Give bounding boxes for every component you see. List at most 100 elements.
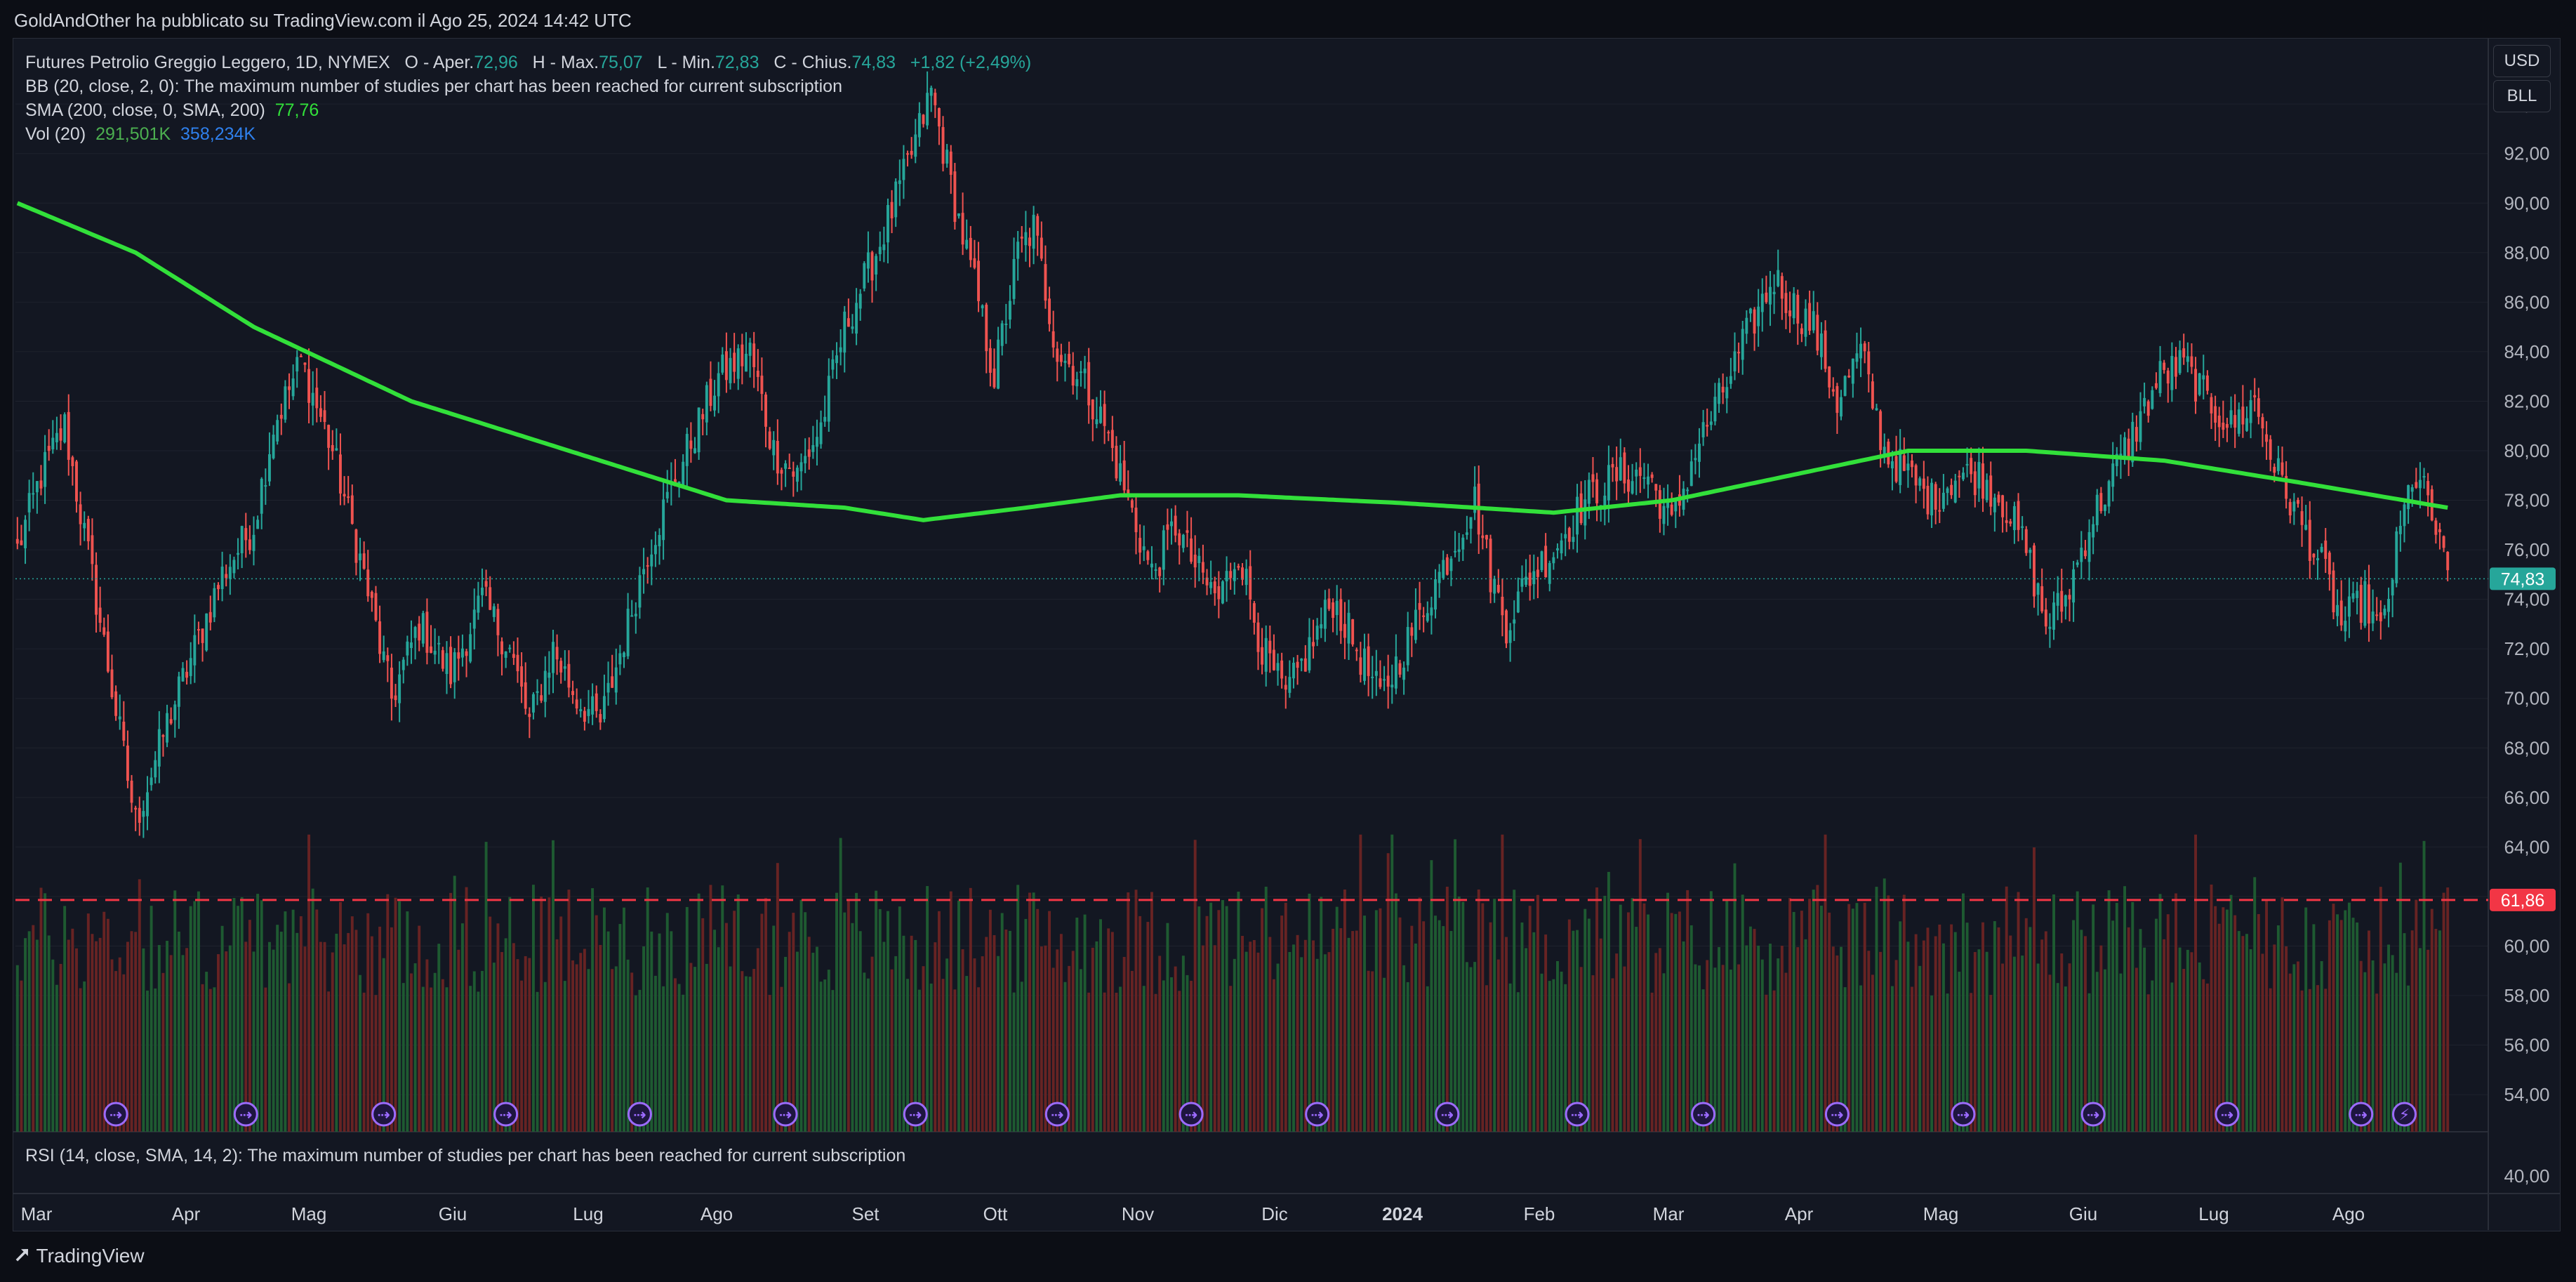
volume-bar bbox=[2316, 985, 2319, 1132]
volume-bar bbox=[366, 913, 370, 1132]
candle-body bbox=[2434, 520, 2438, 535]
candle-body bbox=[2320, 546, 2323, 553]
volume-indicator-line[interactable]: Vol (20) 291,501K 358,234K bbox=[25, 122, 1031, 146]
candle-body bbox=[1560, 540, 1563, 554]
candle-body bbox=[413, 627, 417, 638]
volume-bar bbox=[2186, 949, 2189, 1132]
volume-bar bbox=[1127, 892, 1130, 1132]
candle-body bbox=[2257, 398, 2260, 417]
candle-body bbox=[213, 588, 216, 618]
volume-bar bbox=[2241, 936, 2245, 1132]
volume-bar bbox=[1142, 986, 1146, 1132]
candle-body bbox=[807, 449, 811, 457]
volume-bar bbox=[1044, 945, 1047, 1132]
candle-body bbox=[71, 457, 74, 466]
candle-body bbox=[795, 468, 799, 482]
volume-bar bbox=[86, 913, 90, 1132]
volume-bar bbox=[2012, 956, 2016, 1132]
volume-bar bbox=[1765, 994, 1768, 1132]
bb-indicator-line[interactable]: BB (20, close, 2, 0): The maximum number… bbox=[25, 77, 842, 96]
candle-body bbox=[2060, 590, 2064, 612]
volume-bar bbox=[217, 954, 220, 1132]
y-tick-label: 54,00 bbox=[2504, 1084, 2549, 1105]
volume-bar bbox=[169, 955, 173, 1132]
candle-body bbox=[79, 504, 82, 524]
symbol-name[interactable]: Futures Petrolio Greggio Leggero, 1D, NY… bbox=[25, 53, 390, 72]
volume-bar bbox=[197, 891, 200, 1132]
candle-body bbox=[1315, 626, 1319, 640]
volume-bar bbox=[453, 875, 456, 1132]
candle-body bbox=[736, 348, 740, 379]
volume-bar bbox=[567, 890, 571, 1132]
sma-indicator-line[interactable]: SMA (200, close, 0, SMA, 200) 77,76 bbox=[25, 98, 1031, 122]
sma-200-line bbox=[16, 201, 2448, 522]
volume-bar bbox=[524, 956, 527, 1132]
volume-bar bbox=[2205, 983, 2209, 1132]
candle-body bbox=[1284, 685, 1287, 690]
volume-bar bbox=[386, 894, 390, 1132]
candle-body bbox=[1718, 383, 1721, 404]
candle-body bbox=[764, 395, 767, 427]
volume-bar bbox=[1887, 895, 1890, 1132]
candle-body bbox=[614, 667, 618, 693]
volume-bar bbox=[965, 976, 969, 1132]
candle-body bbox=[177, 676, 180, 707]
low-label: L - Min. bbox=[657, 53, 715, 72]
volume-bar bbox=[1481, 903, 1485, 1132]
volume-bar bbox=[2033, 847, 2036, 1132]
volume-bar bbox=[1918, 965, 1922, 1132]
candle-body bbox=[1079, 371, 1082, 374]
candle-body bbox=[1300, 659, 1303, 661]
candle-body bbox=[1004, 324, 1008, 326]
currency-button[interactable]: USD bbox=[2493, 45, 2551, 77]
volume-bar bbox=[1146, 922, 1150, 1132]
volume-bar bbox=[1477, 889, 1480, 1132]
candle-body bbox=[2064, 595, 2067, 607]
candle-body bbox=[2344, 621, 2347, 632]
candle-body bbox=[2304, 524, 2308, 530]
volume-bar bbox=[1701, 989, 1705, 1132]
candle-body bbox=[1520, 578, 1524, 587]
volume-bar bbox=[1516, 992, 1520, 1132]
y-tick-label: 82,00 bbox=[2504, 390, 2549, 411]
volume-bar bbox=[185, 948, 189, 1132]
candle-body bbox=[418, 623, 421, 641]
volume-bar bbox=[500, 952, 504, 1132]
volume-bar bbox=[922, 966, 925, 1132]
candle-body bbox=[969, 237, 972, 260]
volume-bar bbox=[2375, 993, 2379, 1132]
candle-body bbox=[575, 699, 578, 709]
tradingview-brand[interactable]: ⭧ TradingView bbox=[15, 1244, 145, 1268]
volume-bar bbox=[213, 987, 216, 1132]
volume-bar bbox=[1591, 975, 1595, 1132]
volume-bar bbox=[2119, 973, 2123, 1132]
candle-body bbox=[2017, 501, 2020, 530]
candle-body bbox=[512, 654, 515, 659]
candle-body bbox=[1197, 555, 1201, 564]
volume-bar bbox=[433, 972, 437, 1132]
volume-bar bbox=[134, 932, 138, 1132]
publisher-bar: GoldAndOther ha pubblicato su TradingVie… bbox=[0, 0, 2576, 38]
candle-body bbox=[477, 595, 480, 613]
rsi-indicator-line[interactable]: RSI (14, close, SMA, 14, 2): The maximum… bbox=[25, 1146, 906, 1165]
unit-button[interactable]: BLL bbox=[2493, 80, 2551, 112]
candle-body bbox=[225, 574, 228, 579]
volume-bar bbox=[1379, 908, 1382, 1132]
volume-bar bbox=[1233, 958, 1236, 1132]
candle-body bbox=[232, 560, 236, 574]
volume-bar bbox=[2410, 930, 2414, 1132]
candle-body bbox=[804, 456, 807, 463]
volume-bar bbox=[1276, 963, 1280, 1132]
volume-bar bbox=[1560, 971, 1563, 1132]
volume-bar bbox=[130, 931, 133, 1132]
volume-bar bbox=[1256, 952, 1260, 1132]
volume-bar bbox=[957, 900, 960, 1132]
volume-bar bbox=[630, 972, 634, 1132]
volume-bar bbox=[1871, 974, 1874, 1132]
volume-bar bbox=[291, 909, 295, 1132]
candle-body bbox=[2328, 553, 2331, 575]
volume-bar bbox=[232, 898, 236, 1132]
candle-body bbox=[1119, 463, 1122, 482]
volume-bar bbox=[2135, 967, 2138, 1132]
